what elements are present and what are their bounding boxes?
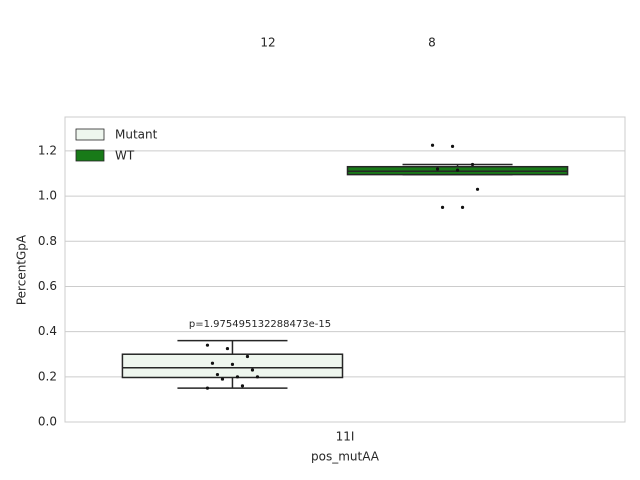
point bbox=[475, 187, 480, 191]
legend-label: WT bbox=[115, 149, 135, 163]
y-tick-label: 1.0 bbox=[38, 189, 57, 203]
point bbox=[230, 362, 235, 366]
point bbox=[205, 343, 210, 347]
legend-swatch bbox=[75, 128, 105, 141]
point bbox=[450, 144, 455, 148]
point bbox=[430, 143, 435, 147]
x-tick-label: 11I bbox=[336, 430, 355, 444]
point bbox=[470, 162, 475, 167]
legend-label: Mutant bbox=[115, 128, 158, 142]
legend-swatch bbox=[75, 149, 105, 162]
point bbox=[240, 384, 245, 388]
point bbox=[215, 372, 220, 377]
point bbox=[210, 361, 215, 365]
y-tick-label: 0.6 bbox=[38, 279, 57, 293]
count-label: 8 bbox=[428, 36, 436, 50]
count-label: 12 bbox=[260, 36, 275, 50]
annotation: p=1.975495132288473e-15 bbox=[189, 319, 331, 330]
y-tick-label: 0.4 bbox=[38, 324, 57, 338]
y-axis-label: PercentGpA bbox=[15, 234, 29, 305]
point bbox=[245, 354, 250, 359]
point bbox=[220, 377, 225, 381]
point bbox=[460, 205, 465, 209]
y-tick-label: 0.2 bbox=[38, 369, 57, 383]
y-tick-label: 0.0 bbox=[38, 415, 57, 429]
point bbox=[440, 205, 445, 209]
y-tick-label: 1.2 bbox=[38, 143, 57, 157]
point bbox=[455, 168, 460, 172]
point bbox=[250, 368, 255, 372]
point bbox=[435, 167, 440, 171]
point bbox=[235, 375, 240, 379]
point bbox=[205, 386, 210, 390]
point bbox=[225, 346, 230, 351]
point bbox=[255, 375, 260, 379]
x-axis-label: pos_mutAA bbox=[311, 450, 380, 464]
y-tick-label: 0.8 bbox=[38, 234, 57, 248]
